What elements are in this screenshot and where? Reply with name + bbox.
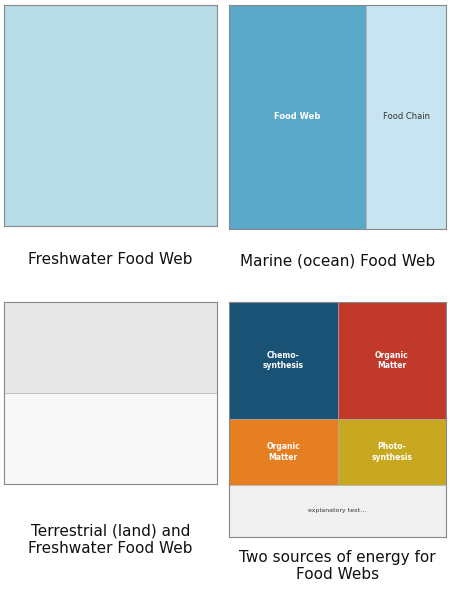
Bar <box>4 302 217 393</box>
Text: Organic
Matter: Organic Matter <box>375 351 409 370</box>
Text: explanatory text...: explanatory text... <box>308 508 367 513</box>
Text: Food Web: Food Web <box>274 112 320 121</box>
Text: Marine (ocean) Food Web: Marine (ocean) Food Web <box>240 253 435 268</box>
Text: Photo-
synthesis: Photo- synthesis <box>371 442 413 462</box>
Bar <box>229 5 366 229</box>
Text: Terrestrial (land) and
Freshwater Food Web: Terrestrial (land) and Freshwater Food W… <box>28 523 193 556</box>
Text: Freshwater Food Web: Freshwater Food Web <box>28 251 193 266</box>
Bar <box>229 419 338 485</box>
Bar <box>229 302 338 419</box>
Text: Organic
Matter: Organic Matter <box>266 442 300 462</box>
Bar <box>366 5 446 229</box>
Bar <box>4 393 217 484</box>
Text: Chemo-
synthesis: Chemo- synthesis <box>262 351 304 370</box>
Bar <box>338 302 446 419</box>
Bar <box>338 419 446 485</box>
Text: Two sources of energy for
Food Webs: Two sources of energy for Food Webs <box>239 550 436 582</box>
Bar <box>229 485 446 536</box>
Text: Food Chain: Food Chain <box>382 112 430 121</box>
